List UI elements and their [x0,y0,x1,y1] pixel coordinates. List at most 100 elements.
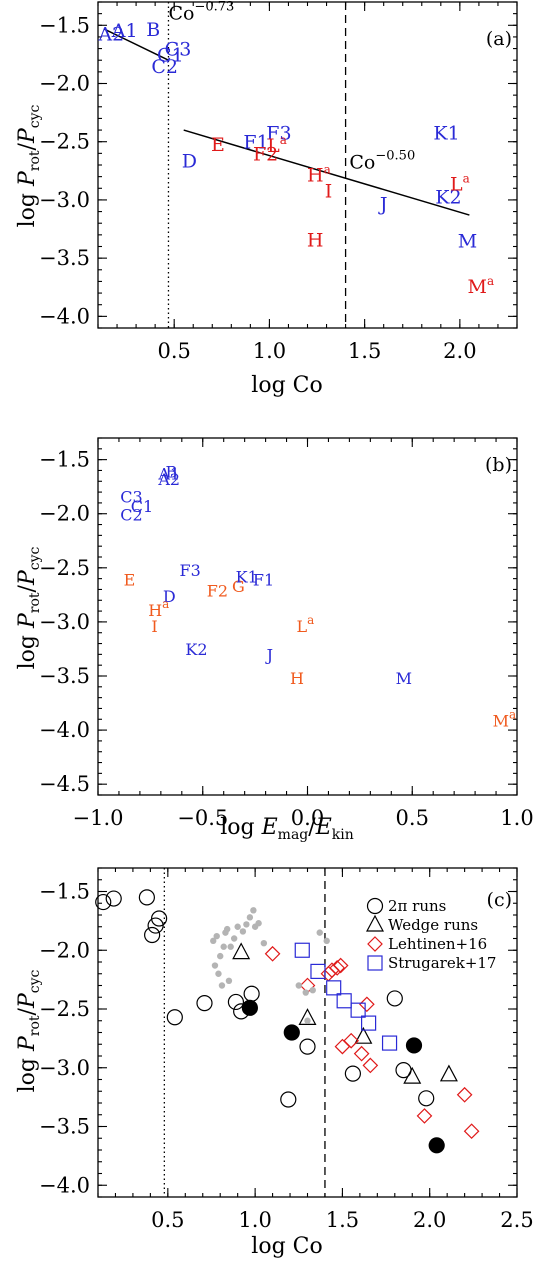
y-axis-label: log Prot/Pcyc [15,546,43,669]
x-tick-label: 0.0 [291,806,324,830]
legend-circle-marker [366,897,384,915]
dot-marker-filled [250,907,257,914]
dot-marker-filled [316,929,323,936]
x-tick-label: 0.5 [396,806,429,830]
y-tick-label: −1.5 [39,448,90,472]
point-label-F3: F3 [180,561,201,580]
diamond-marker [329,960,346,976]
point-label-H-a: Ha [307,162,331,186]
legend-entry-label: 2π runs [388,897,446,915]
x-axis-label: log Co [251,373,322,398]
y-tick-label: −2.0 [39,502,90,526]
legend-square-marker [367,955,383,971]
fit-annotation: Co−0.50 [349,148,415,173]
point-label-I: I [325,181,333,203]
legend-diamond-marker [367,936,383,952]
triangle-marker [232,942,251,960]
dot-marker-filled [234,923,241,930]
dot-marker-filled [243,921,250,928]
panel-c: 0.5 1.0 1.5 2.0 2.5 −4.0 −3.5 −3.0 −2.5 −2.0 −1.5 (… [15,867,534,1259]
dot-marker-filled [210,937,217,945]
y-tick-label: −4.0 [39,304,90,328]
point-label-M-a: Ma [493,707,517,730]
y-tick-label: −3.5 [39,246,90,270]
circle-marker [95,893,112,911]
point-label-A1: A1 [157,465,180,484]
point-label-L-a: La [297,613,315,636]
square-marker [310,963,326,980]
point-label-G: G [232,577,245,596]
point-label-M: M [396,669,412,688]
dot-marker-filled [246,914,254,921]
x-tick-label: 0.5 [151,1208,184,1232]
point-label-K2: K2 [435,186,461,208]
diamond-marker [332,957,349,974]
x-tick-label: 1.0 [500,806,533,830]
dot-marker-filled [323,937,330,945]
legend-triangle-marker [366,914,384,932]
point-label-A2: A2 [157,470,180,489]
square-marker [294,942,310,958]
legend-entry-label: Strugarek+17 [388,954,496,972]
point-label-D: D [163,587,176,606]
y-tick-label: −2.5 [39,130,90,154]
x-tick-label: 1.5 [348,339,381,363]
point-label-H: H [307,230,324,252]
diamond-marker [359,996,375,1013]
circle-marker [196,995,213,1012]
x-axis-label: log Co [251,1234,322,1259]
power-law-fit-line [103,28,169,61]
triangle-marker [298,1008,317,1026]
point-label-J: J [265,645,273,664]
circle-marker [344,1065,361,1082]
circle-marker-filled [241,999,258,1016]
power-law-fit-line [183,129,470,216]
x-tick-label: 2.0 [413,1208,446,1232]
point-label-E: E [211,134,225,156]
diamond-marker [456,1086,473,1103]
dot-marker-filled [211,962,219,969]
dot-marker-filled [223,925,231,933]
diamond-marker [353,1045,370,1062]
fit-annotation: Co−0.73 [168,0,234,24]
y-tick-label: −2.5 [39,997,90,1021]
y-tick-label: −3.0 [39,610,90,634]
dot-marker-filled [302,989,309,996]
circle-marker [227,993,245,1011]
dot-marker-filled [217,952,224,960]
x-tick-label: 2.0 [443,339,476,363]
y-tick-label: −1.5 [39,13,90,37]
square-marker [350,1002,366,1018]
x-axis-label: log Emag/Ekin [220,815,353,843]
dot-marker-filled [304,1017,311,1024]
point-label-C1: C1 [157,44,184,66]
point-label-F2: F2 [253,143,278,165]
circle-marker [138,889,155,906]
circle-marker-filled [405,1037,423,1054]
legend-entry-label: Lehtinen+16 [388,935,487,953]
y-tick-label: −3.0 [39,188,90,212]
legend-entry-label: Wedge runs [388,916,478,934]
x-tick-label: −0.5 [177,806,228,830]
point-label-K2: K2 [185,640,207,659]
diamond-marker [463,1123,480,1140]
square-marker [381,1035,398,1051]
x-tick-label: 1.5 [326,1208,359,1232]
y-tick-label: −4.0 [39,718,90,742]
dot-marker-filled [260,940,268,947]
point-label-A2: A2 [97,23,124,45]
panel-label: (b) [485,454,512,476]
dot-marker-filled [227,943,234,950]
circle-marker-filled [428,1137,445,1154]
circle-marker [144,926,161,944]
dot-marker-filled [255,920,262,927]
point-label-M-a: Ma [468,274,495,298]
circle-marker [105,890,122,907]
dot-marker-filled [295,982,302,989]
circle-marker [280,1091,297,1108]
triangle-marker [403,1066,422,1084]
circle-marker [151,910,168,927]
circle-marker [243,985,260,1002]
panel-b: −1.0 −0.5 0.0 0.5 1.0 −4.5 −4.0 −3.5 −3.0 −2.5 −2.… [15,437,534,843]
